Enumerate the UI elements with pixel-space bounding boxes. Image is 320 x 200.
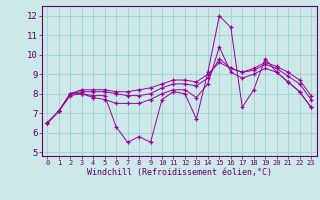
X-axis label: Windchill (Refroidissement éolien,°C): Windchill (Refroidissement éolien,°C) bbox=[87, 168, 272, 177]
